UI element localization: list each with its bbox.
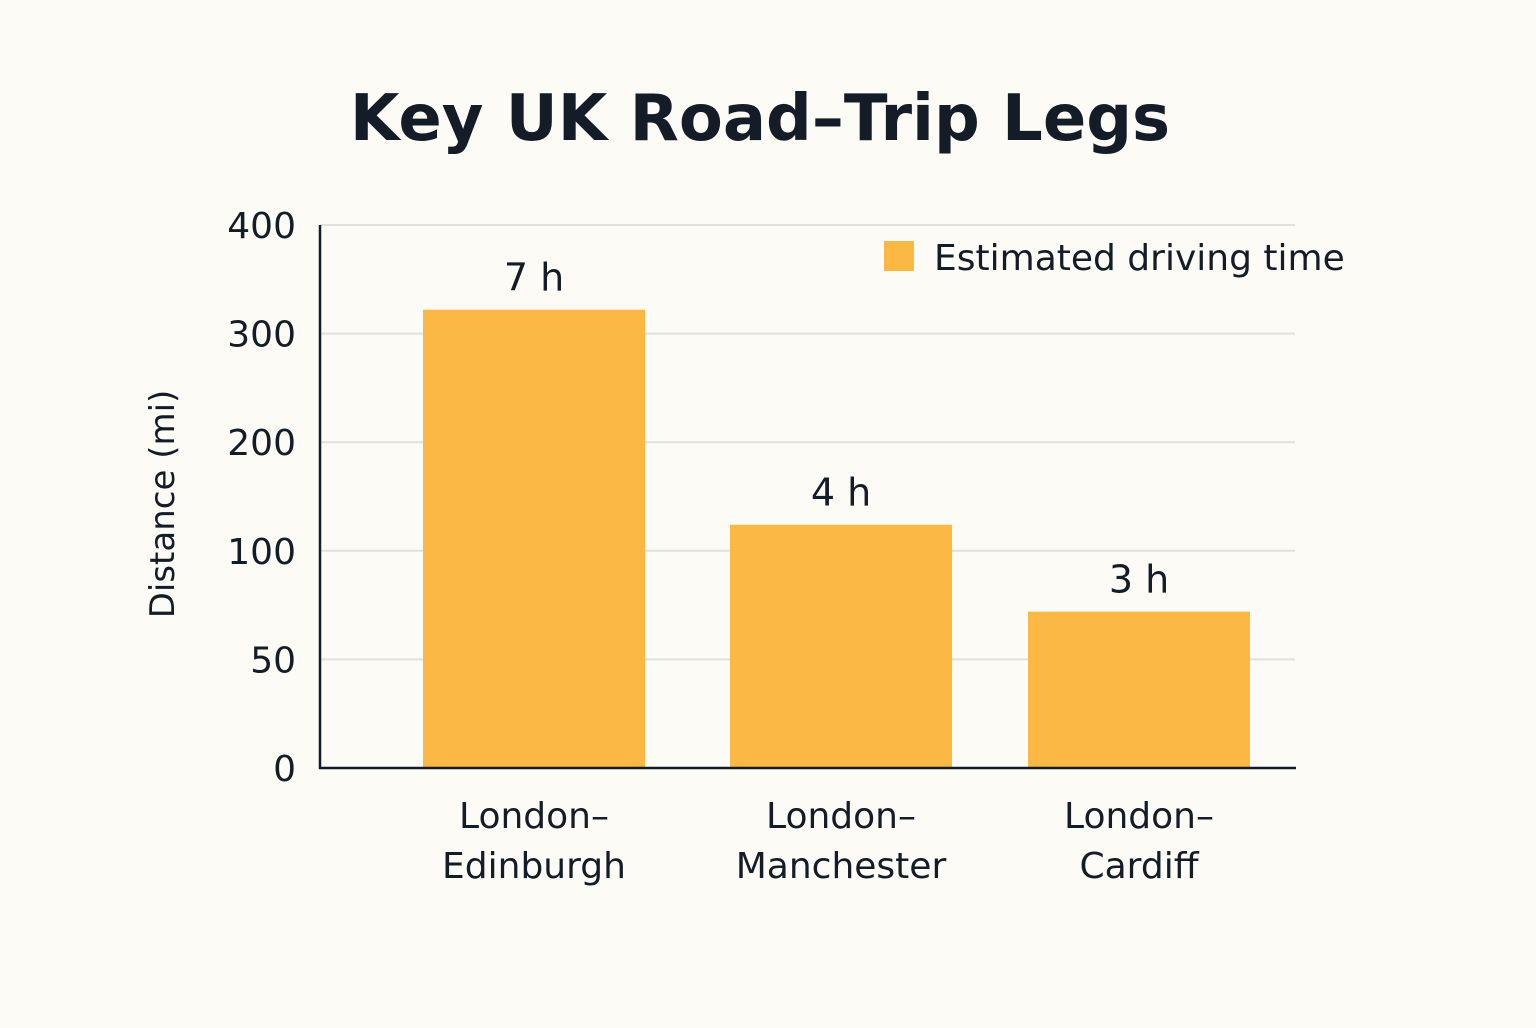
x-category-label: Edinburgh: [442, 846, 626, 887]
bar: [730, 524, 952, 768]
y-axis-title: Distance (mi): [143, 390, 183, 619]
y-axis-ticks: 0 50 100 200 300 400: [227, 206, 296, 790]
bar-data-label: 7 h: [504, 256, 564, 300]
y-tick-label: 200: [227, 423, 296, 464]
legend-swatch: [884, 241, 914, 271]
x-category-label: Manchester: [736, 846, 947, 887]
y-tick-label: 300: [227, 315, 296, 356]
x-category-label: London–: [459, 796, 609, 837]
bar: [1028, 611, 1250, 768]
chart-title: Key UK Road–Trip Legs: [350, 82, 1170, 156]
legend-label: Estimated driving time: [934, 238, 1345, 279]
bar-data-label: 3 h: [1109, 558, 1169, 602]
bar-data-label: 4 h: [811, 471, 871, 515]
legend: Estimated driving time: [884, 238, 1345, 279]
y-tick-label: 400: [227, 206, 296, 247]
y-tick-label: 100: [227, 532, 296, 573]
bar: [423, 309, 645, 768]
x-category-label: London–: [1064, 796, 1214, 837]
y-tick-label: 0: [273, 749, 296, 790]
data-labels: 7 h 4 h 3 h: [504, 256, 1169, 602]
y-tick-label: 50: [250, 640, 296, 681]
x-category-label: Cardiff: [1079, 846, 1199, 887]
x-category-label: London–: [766, 796, 916, 837]
bars: [423, 309, 1250, 768]
x-axis-categories: London– Edinburgh London– Manchester London–…: [442, 796, 1214, 887]
